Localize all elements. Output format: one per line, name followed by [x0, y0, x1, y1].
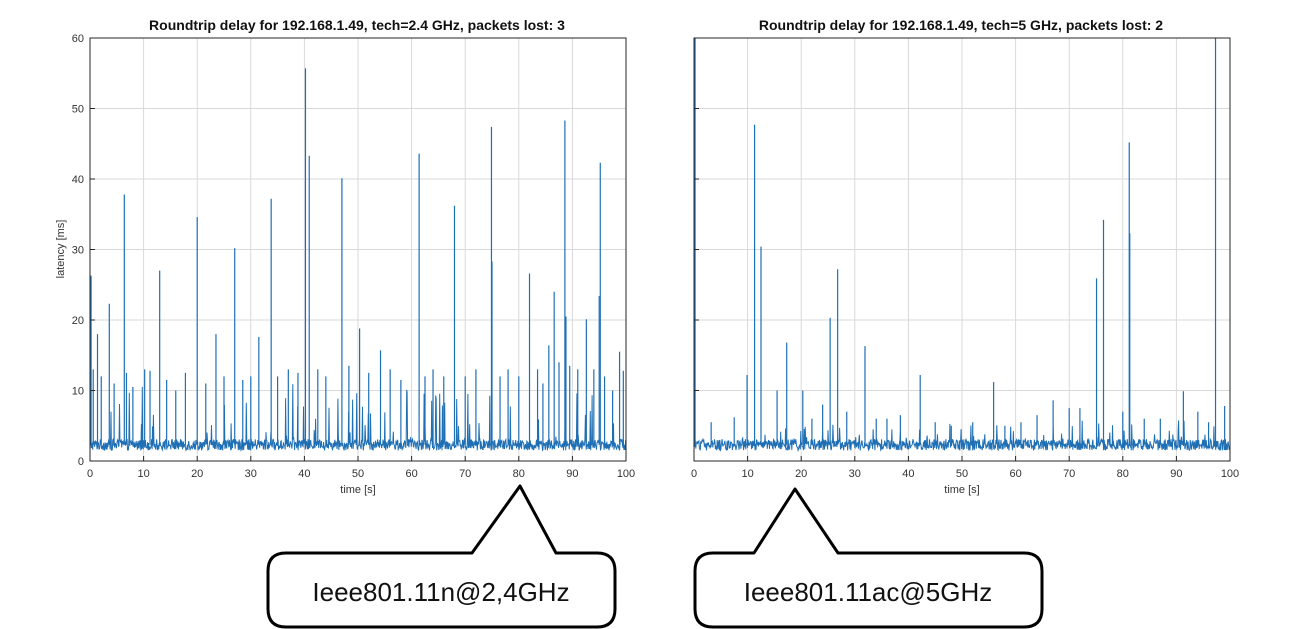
y-tick-label: 30	[72, 245, 84, 257]
x-tick-label: 10	[137, 468, 149, 480]
y-ticks-5ghz	[694, 37, 699, 462]
x-tick-label: 70	[459, 468, 471, 480]
callout-label-5ghz: Ieee801.11ac@5GHz	[744, 577, 993, 607]
series-baseline-line	[89, 384, 627, 453]
x-tick-label: 30	[245, 468, 257, 480]
series-baseline-line	[693, 420, 1231, 453]
x-tick-label: 40	[298, 468, 310, 480]
grid-2-4ghz	[90, 38, 626, 461]
callout-label-2-4ghz: Ieee801.11n@2,4GHz	[312, 577, 569, 607]
y-axis-label-2-4ghz: latency [ms]	[55, 220, 67, 279]
x-tick-label: 40	[902, 468, 914, 480]
x-tick-label: 30	[849, 468, 861, 480]
x-axis-label-2-4ghz: time [s]	[340, 484, 375, 496]
x-tick-label: 50	[956, 468, 968, 480]
x-ticks-2-4ghz: 0 10 20 30 40 50 60 70 80 90 100	[87, 456, 635, 480]
x-tick-label: 70	[1063, 468, 1075, 480]
x-tick-label: 90	[1170, 468, 1182, 480]
x-tick-label: 50	[352, 468, 364, 480]
x-tick-label: 80	[1117, 468, 1129, 480]
series-2-4ghz	[89, 68, 627, 453]
x-tick-label: 20	[795, 468, 807, 480]
callout-5ghz: Ieee801.11ac@5GHz	[693, 487, 1044, 629]
callout-2-4ghz: Ieee801.11n@2,4GHz	[266, 484, 617, 629]
x-tick-label: 90	[566, 468, 578, 480]
y-tick-label: 60	[72, 33, 84, 45]
x-tick-label: 80	[513, 468, 525, 480]
x-ticks-5ghz: 0 10 20 30 40 50 60 70 80 90 100	[691, 456, 1239, 480]
y-tick-label: 0	[78, 456, 84, 468]
y-tick-label: 50	[72, 104, 84, 116]
chart-5ghz: Roundtrip delay for 192.168.1.49, tech=5…	[691, 17, 1239, 496]
chart-title-2-4ghz: Roundtrip delay for 192.168.1.49, tech=2…	[149, 17, 565, 33]
y-ticks-2-4ghz: 0 10 20 30 40 50 60	[72, 33, 95, 468]
x-tick-label: 20	[191, 468, 203, 480]
grid-5ghz	[694, 38, 1230, 461]
series-5ghz	[693, 38, 1231, 453]
x-tick-label: 60	[405, 468, 417, 480]
x-tick-label: 100	[1221, 468, 1239, 480]
chart-title-5ghz: Roundtrip delay for 192.168.1.49, tech=5…	[759, 17, 1163, 33]
x-tick-label: 10	[741, 468, 753, 480]
x-axis-label-5ghz: time [s]	[944, 484, 979, 496]
callout-bubble-2-4ghz	[266, 484, 617, 629]
y-tick-label: 10	[72, 386, 84, 398]
x-tick-label: 0	[87, 468, 93, 480]
y-tick-label: 20	[72, 315, 84, 327]
y-tick-label: 40	[72, 174, 84, 186]
chart-2-4ghz: Roundtrip delay for 192.168.1.49, tech=2…	[55, 17, 635, 496]
x-tick-label: 100	[617, 468, 635, 480]
callout-bubble-5ghz	[693, 487, 1044, 629]
x-tick-label: 0	[691, 468, 697, 480]
x-tick-label: 60	[1009, 468, 1021, 480]
